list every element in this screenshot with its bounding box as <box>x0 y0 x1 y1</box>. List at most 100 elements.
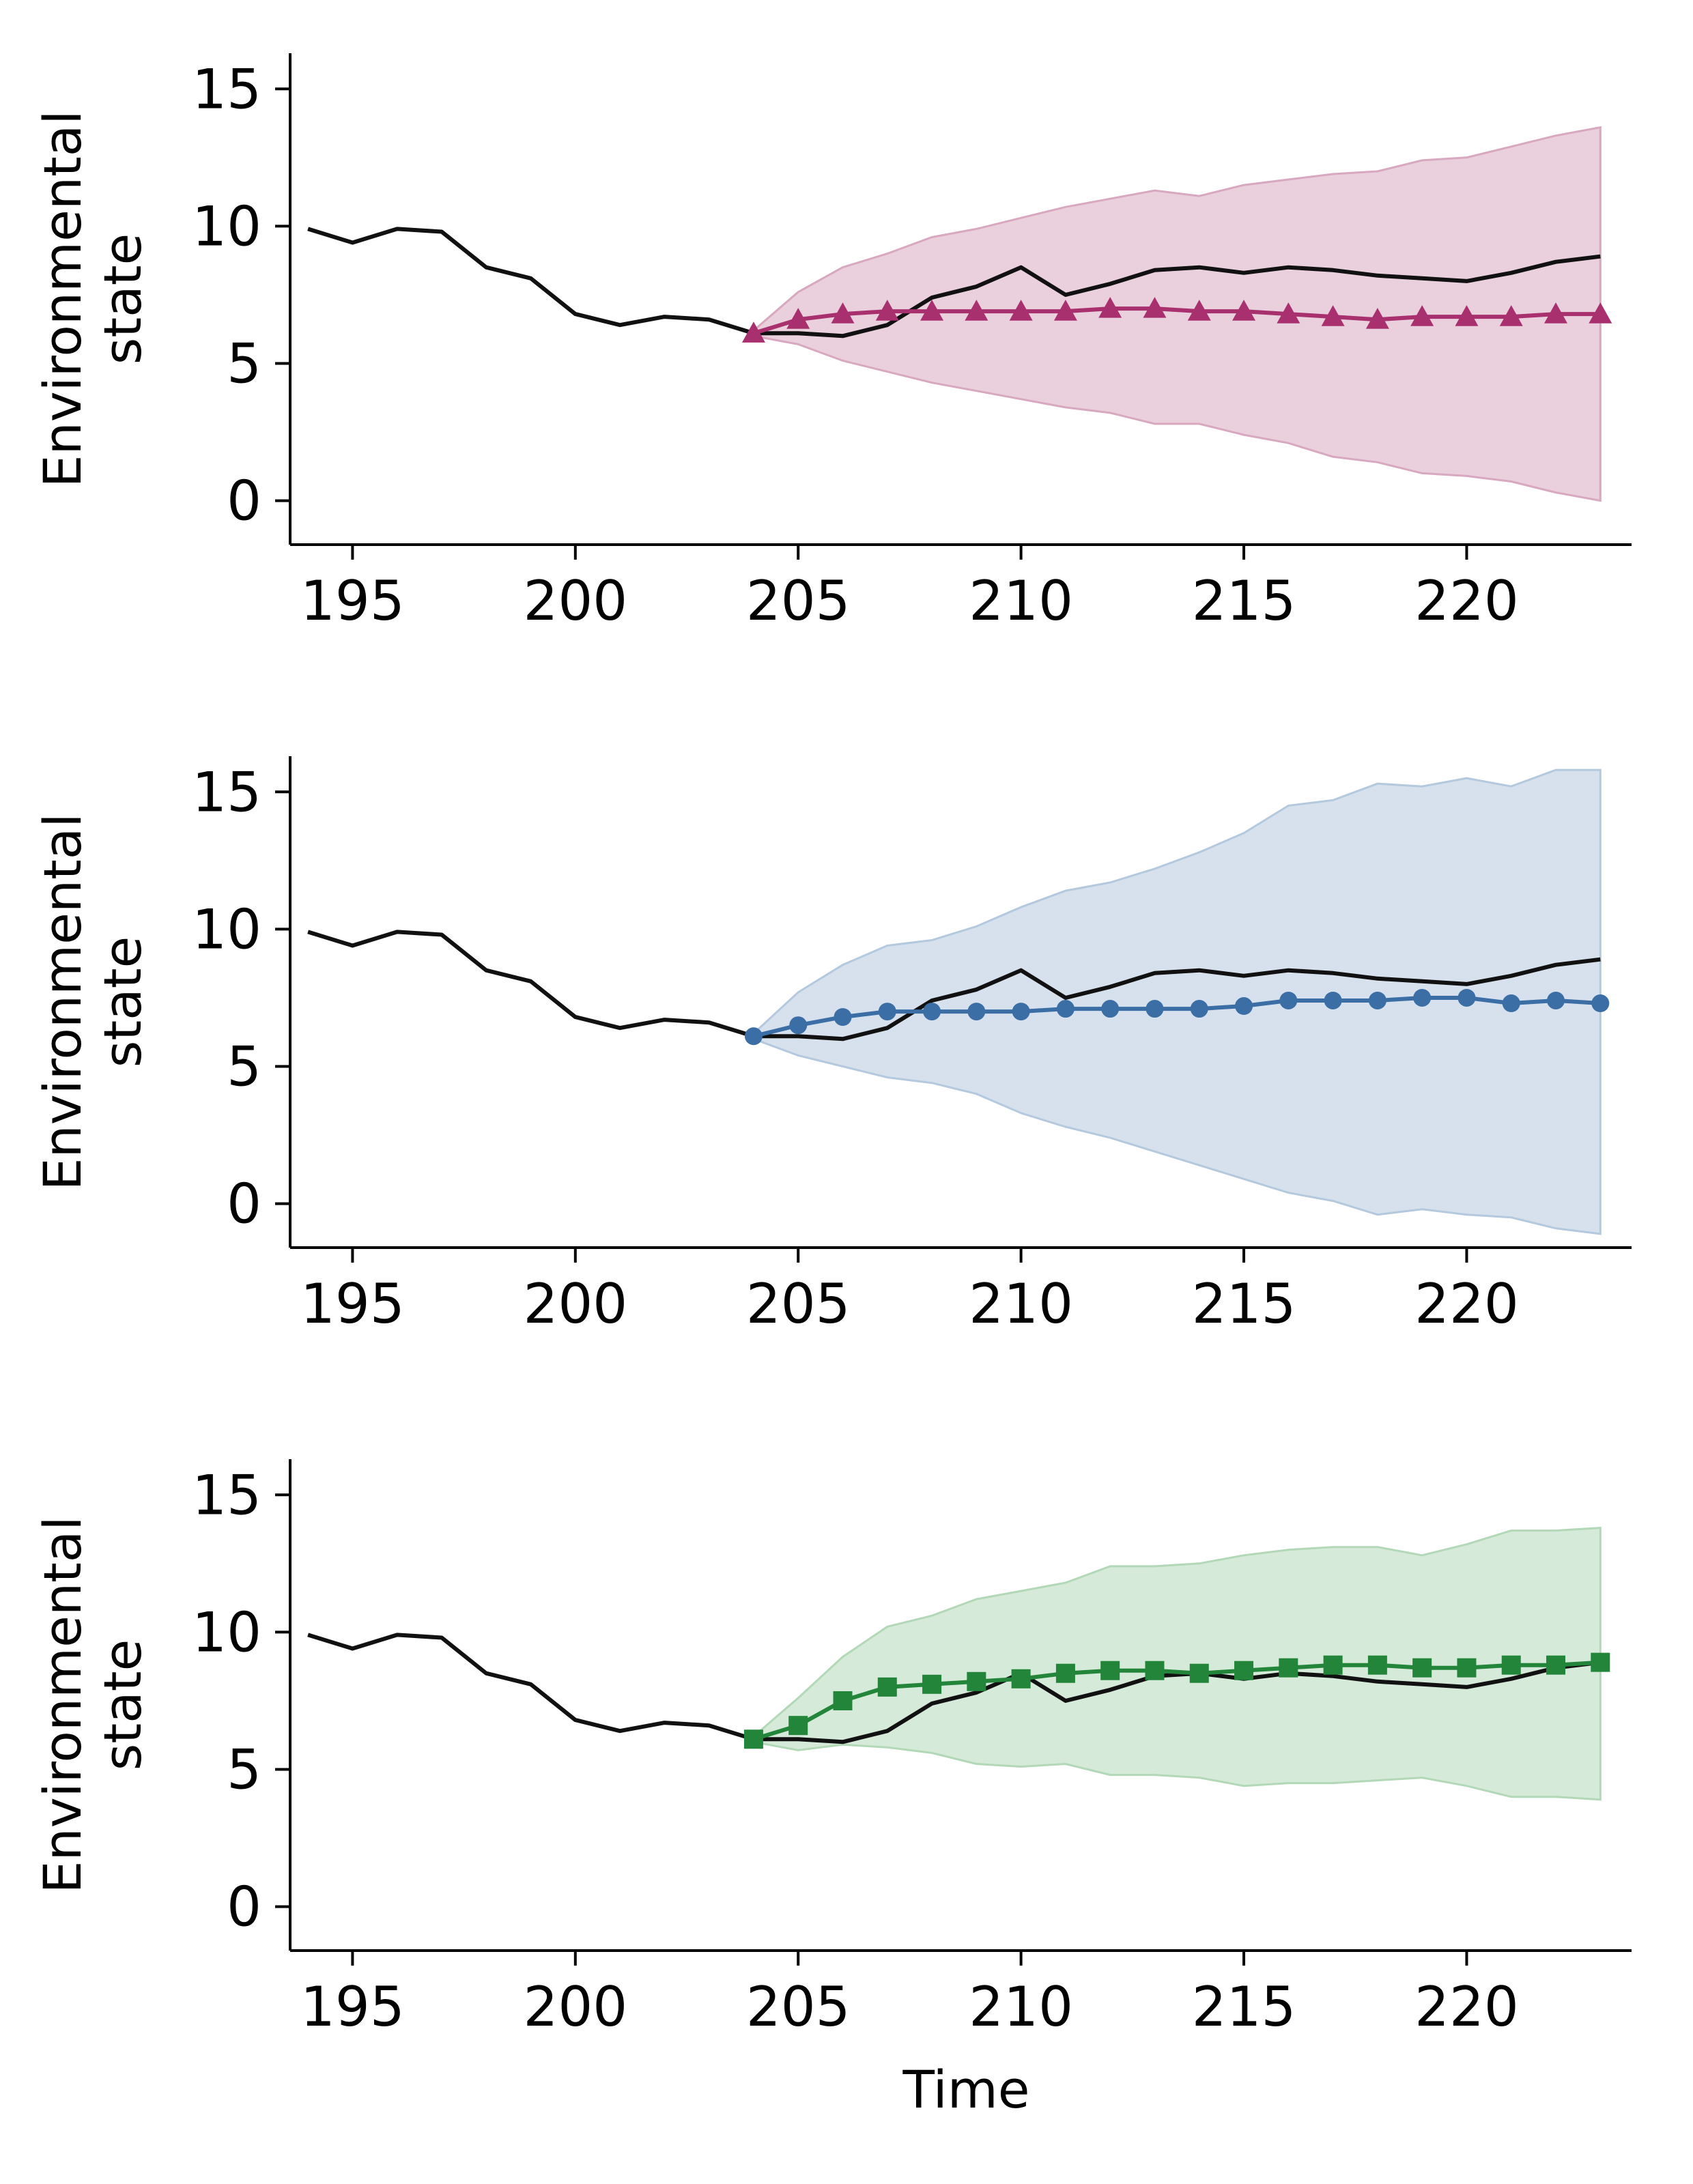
y-axis-label: Environmental <box>32 1517 93 1894</box>
forecast-point <box>743 1729 763 1749</box>
y-axis-label: Environmental <box>32 814 93 1191</box>
y-axis-label: Environmental <box>32 111 93 488</box>
forecast-point <box>1012 1003 1030 1021</box>
forecast-point <box>1323 1655 1343 1675</box>
forecast-point <box>1457 988 1476 1007</box>
forecast-point <box>1009 300 1033 321</box>
x-tick-label: 220 <box>1414 569 1519 633</box>
forecast-point <box>744 1027 763 1046</box>
uncertainty-band <box>752 126 1602 502</box>
forecast-point <box>1501 1655 1521 1675</box>
y-tick-label: 0 <box>227 470 261 533</box>
forecast-point <box>920 300 944 321</box>
y-tick-label: 5 <box>227 332 261 396</box>
y-tick-label: 5 <box>227 1738 261 1802</box>
forecast-point <box>1365 308 1389 329</box>
forecast-point <box>1321 305 1345 326</box>
forecast-point <box>1100 1661 1120 1680</box>
forecast-series-line <box>753 306 1601 336</box>
forecast-point <box>786 308 810 329</box>
observed-series-line <box>307 227 1601 339</box>
forecast-point <box>1413 988 1432 1007</box>
forecast-point <box>1457 1658 1477 1678</box>
x-tick-label: 205 <box>746 1272 851 1336</box>
forecast-point <box>922 1674 942 1694</box>
y-tick-label: 15 <box>192 57 261 121</box>
x-tick-label: 215 <box>1192 1975 1296 2039</box>
forecast-point <box>967 1003 986 1021</box>
forecast-point <box>878 1003 896 1021</box>
forecast-point <box>1235 997 1253 1016</box>
forecast-point <box>1146 1000 1164 1018</box>
forecast-point <box>1367 1655 1387 1675</box>
forecast-point <box>1011 1669 1031 1689</box>
y-tick-label: 0 <box>227 1876 261 1939</box>
uncertainty-band <box>752 768 1602 1235</box>
forecast-point <box>1234 1661 1254 1680</box>
forecast-point <box>1098 297 1122 318</box>
forecast-point <box>788 1716 808 1736</box>
y-tick-label: 10 <box>192 897 261 961</box>
forecast-point <box>1279 1658 1298 1678</box>
forecast-point <box>1589 302 1612 324</box>
observed-series-line <box>307 930 1601 1041</box>
x-tick-label: 200 <box>523 1272 627 1336</box>
forecast-point <box>1232 300 1256 321</box>
x-tick-label: 215 <box>1192 569 1296 633</box>
forecast-point <box>1410 305 1434 326</box>
forecast-point <box>1101 1000 1120 1018</box>
forecast-point <box>1547 991 1565 1009</box>
y-axis-label: state <box>92 936 153 1068</box>
y-tick-label: 15 <box>192 760 261 824</box>
forecast-point <box>923 1003 941 1021</box>
forecast-point <box>875 300 899 321</box>
y-tick-label: 5 <box>227 1035 261 1099</box>
x-axis-label: Time <box>902 2059 1030 2120</box>
forecast-point <box>1189 1663 1209 1683</box>
forecast-point <box>1546 1655 1566 1675</box>
forecast-point <box>1544 302 1568 324</box>
forecast-point <box>1143 297 1167 318</box>
forecast-point <box>1053 300 1077 321</box>
x-tick-label: 210 <box>969 1975 1073 2039</box>
forecast-point <box>1190 1000 1208 1018</box>
chart-panel-1: 0 5 10 15 195 200 205 210 215 220 Environmental sta… <box>32 53 1632 633</box>
forecast-point <box>834 1008 852 1026</box>
forecast-point <box>789 1016 808 1035</box>
forecast-point <box>1187 300 1211 321</box>
x-tick-label: 215 <box>1192 1272 1296 1336</box>
x-tick-label: 195 <box>300 1975 405 2039</box>
y-tick-label: 10 <box>192 195 261 258</box>
forecast-point <box>1502 994 1520 1013</box>
forecast-point <box>1324 991 1342 1009</box>
forecast-point <box>831 302 855 324</box>
forecast-point <box>1368 991 1386 1009</box>
forecast-point <box>1145 1661 1165 1680</box>
y-axis-label: state <box>92 1639 153 1771</box>
x-tick-label: 210 <box>969 1272 1073 1336</box>
y-axis-label: state <box>92 233 153 365</box>
x-tick-label: 195 <box>300 1272 405 1336</box>
forecast-point <box>1412 1658 1432 1678</box>
uncertainty-band <box>752 1527 1602 1801</box>
x-tick-label: 220 <box>1414 1272 1519 1336</box>
x-tick-label: 205 <box>746 1975 851 2039</box>
y-tick-label: 0 <box>227 1173 261 1236</box>
chart-panel-2: 0 5 10 15 195 200 205 210 215 220 Environmental sta… <box>32 756 1632 1336</box>
x-tick-label: 200 <box>523 569 627 633</box>
forecast-point <box>833 1691 853 1710</box>
forecast-point <box>965 300 988 321</box>
forecast-point <box>1455 305 1479 326</box>
forecast-point <box>1591 1652 1610 1672</box>
y-tick-label: 15 <box>192 1463 261 1527</box>
y-tick-label: 10 <box>192 1600 261 1664</box>
x-tick-label: 205 <box>746 569 851 633</box>
x-tick-label: 195 <box>300 569 405 633</box>
chart-panel-3: 0 5 10 15 195 200 205 210 215 220 Environmental sta… <box>32 1459 1632 2120</box>
forecast-point <box>1277 302 1300 324</box>
forecast-point <box>1279 991 1298 1009</box>
x-tick-label: 210 <box>969 569 1073 633</box>
forecast-point <box>967 1671 986 1691</box>
x-tick-label: 200 <box>523 1975 627 2039</box>
observed-series-line <box>307 1633 1601 1744</box>
